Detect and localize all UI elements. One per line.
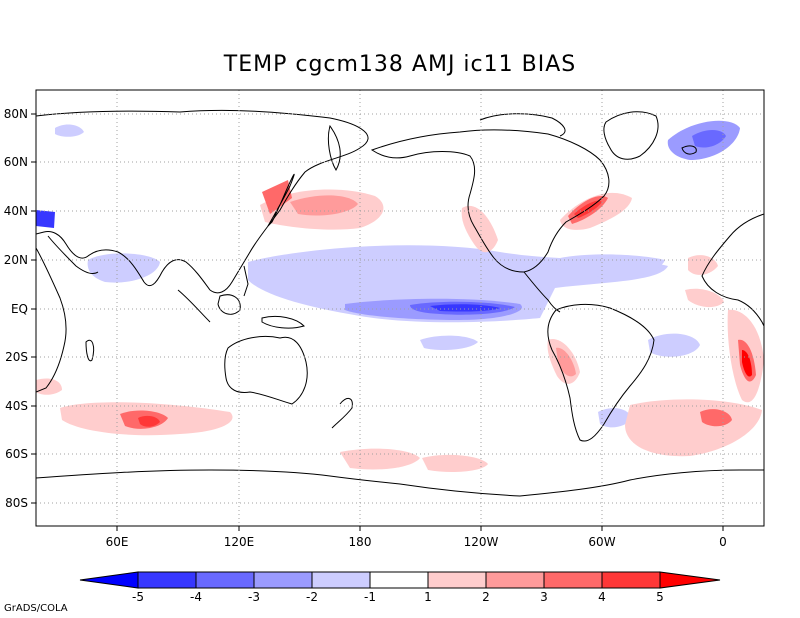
colorbar-label: 5 (656, 590, 664, 604)
anomaly-peru-warm-2 (556, 347, 576, 377)
colorbar-label: 1 (424, 590, 432, 604)
anomaly-atlantic-eq-warm (685, 288, 724, 308)
anomaly-africa-south-warm (36, 378, 62, 395)
anomaly-south-pacific-warm (340, 448, 420, 470)
anomaly-indian-cool (87, 253, 160, 283)
lat-label: 40S (5, 399, 28, 413)
lat-label: 60N (4, 155, 28, 169)
colorbar-segment (543, 571, 603, 589)
colorbar-label: -3 (248, 590, 260, 604)
coast-africa-west (701, 213, 764, 327)
lon-labels: 60E 120E 180 120W 60W 0 (106, 535, 727, 549)
coast-japan (267, 173, 295, 227)
anomaly-se-atlantic-cool (648, 333, 700, 357)
colorbar-label: -4 (190, 590, 202, 604)
colorbar-label: 4 (598, 590, 606, 604)
credit-text: GrADS/COLA (4, 603, 68, 614)
anomaly-caribbean-cool (559, 254, 665, 278)
colorbar-label: 2 (482, 590, 490, 604)
axis-ticks (31, 113, 724, 531)
colorbar-segment (253, 571, 313, 589)
lat-label: 80S (5, 496, 28, 510)
anomaly-south-atlantic-warm-3 (700, 409, 732, 427)
lon-label: 60E (106, 535, 129, 549)
colorbar-label: -5 (132, 590, 144, 604)
graticule (36, 90, 764, 526)
colorbar-label: -2 (306, 590, 318, 604)
coast-madagascar (85, 339, 95, 362)
lon-label: 0 (719, 535, 727, 549)
anomaly-gulfstream-warm-4 (574, 200, 602, 218)
anomaly-field (36, 120, 764, 472)
colorbar-label: 3 (540, 590, 548, 604)
anomaly-brazil-warm (688, 255, 718, 275)
coast-eurasia (36, 109, 369, 294)
lon-label: 60W (588, 535, 615, 549)
lat-labels: 80N 60N 40N 20N EQ 20S 40S 60S 80S (4, 107, 28, 510)
coast-sumatra (177, 289, 211, 323)
coast-canada-arctic (479, 113, 566, 137)
coast-south-america (547, 303, 655, 442)
anomaly-enso-cool-4 (430, 304, 500, 312)
anomaly-mediterranean-cool (36, 210, 55, 228)
lat-label: 20N (4, 253, 28, 267)
coast-antarctica (36, 469, 764, 497)
map-frame (35, 89, 765, 527)
colorbar-segment (427, 571, 487, 589)
coast-borneo (217, 294, 241, 315)
anomaly-japan-warm-3 (262, 180, 292, 214)
coastlines (36, 109, 764, 497)
colorbar-segment (485, 571, 545, 589)
anomaly-south-atlantic-cool (598, 408, 632, 428)
coast-newzealand (331, 398, 353, 429)
coast-newguinea (261, 315, 305, 329)
colorbar-segment (195, 571, 255, 589)
anomaly-south-indian-warm-4 (138, 415, 160, 427)
lat-label: 80N (4, 107, 28, 121)
lat-label: 60S (5, 447, 28, 461)
lat-label: EQ (11, 302, 28, 316)
anomaly-labrador-cool-3 (692, 130, 726, 148)
anomaly-se-pacific-cool (420, 335, 478, 350)
colorbar-segment (601, 571, 661, 589)
coast-africa (36, 232, 67, 393)
colorbar: -5 -4 -3 -2 -1 1 2 3 4 5 (79, 571, 721, 604)
lat-label: 40N (4, 204, 28, 218)
coast-kamchatka (327, 124, 341, 171)
coast-iceland (681, 145, 697, 155)
chart-title: TEMP cgcm138 AMJ ic11 BIAS (223, 52, 577, 77)
colorbar-segment (137, 571, 197, 589)
coast-philippines (243, 265, 249, 297)
colorbar-segment (369, 571, 429, 589)
anomaly-south-pacific-warm-b (422, 454, 488, 472)
colorbar-arrow-high (659, 571, 721, 589)
colorbar-arrow-low (79, 571, 139, 589)
lon-label: 120E (224, 535, 255, 549)
colorbar-segment (311, 571, 371, 589)
anomaly-south-atlantic-warm (625, 399, 762, 457)
anomaly-california-warm (461, 205, 498, 253)
coast-north-america (370, 129, 610, 273)
lon-label: 180 (349, 535, 372, 549)
colorbar-label: -1 (364, 590, 376, 604)
lat-label: 20S (5, 350, 28, 364)
lon-label: 120W (464, 535, 499, 549)
anomaly-arctic-cool (55, 124, 84, 137)
coast-arabia (47, 235, 99, 275)
coast-greenland (603, 111, 659, 160)
coast-australia (224, 335, 308, 405)
